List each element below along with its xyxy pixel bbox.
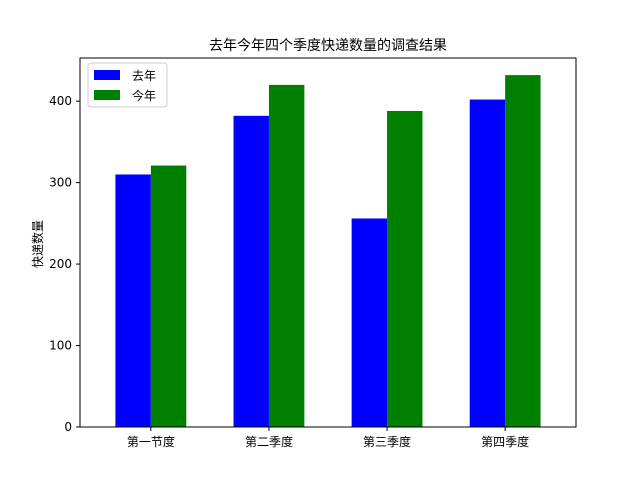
bar-this-year-1	[150, 165, 187, 427]
x-tick-label: 第三季度	[363, 434, 411, 449]
legend-label-this-year: 今年	[132, 88, 156, 103]
plot-frame	[79, 57, 577, 428]
bar-this-year-4	[505, 75, 541, 427]
legend: 去年今年	[87, 62, 168, 108]
y-tick-label: 0	[64, 420, 72, 434]
bar-last-year-3	[351, 218, 388, 427]
bar-last-year-2	[233, 115, 269, 427]
legend-swatch-this-year	[94, 90, 120, 100]
y-tick-label: 300	[49, 176, 72, 190]
x-tick-label: 第四季度	[481, 434, 529, 449]
axes-layer: 0 100 200 300 400 第一节度 第二季度 第三季度 第四季度	[49, 57, 577, 449]
x-tick-label: 第二季度	[245, 434, 293, 449]
chart-title: 去年今年四个季度快递数量的调查结果	[209, 38, 447, 54]
bar-last-year-1	[115, 174, 151, 427]
y-tick-label: 400	[49, 94, 72, 108]
y-tick-label: 100	[49, 339, 72, 353]
x-tick-label: 第一节度	[127, 434, 175, 449]
bar-last-year-4	[469, 99, 506, 428]
bars-layer	[115, 75, 541, 428]
y-axis-label: 快递数量	[30, 220, 45, 268]
legend-swatch-last-year	[94, 70, 120, 80]
legend-label-last-year: 去年	[132, 69, 156, 83]
bar-this-year-2	[268, 84, 305, 427]
y-tick-label: 200	[49, 257, 72, 271]
bar-this-year-3	[387, 110, 423, 427]
